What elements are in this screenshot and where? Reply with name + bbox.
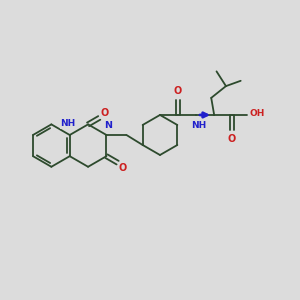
Text: N: N <box>104 121 112 130</box>
Text: NH: NH <box>190 121 206 130</box>
Text: O: O <box>119 163 127 173</box>
Text: NH: NH <box>61 119 76 128</box>
Text: O: O <box>173 86 182 96</box>
Text: O: O <box>228 134 236 143</box>
Text: OH: OH <box>250 109 265 118</box>
Text: O: O <box>100 108 109 118</box>
